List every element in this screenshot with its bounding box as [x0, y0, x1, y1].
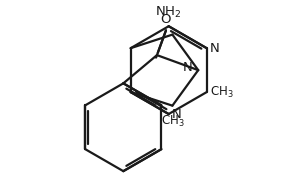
Text: CH$_3$: CH$_3$ [161, 113, 184, 129]
Text: O: O [161, 13, 171, 26]
Text: NH$_2$: NH$_2$ [155, 5, 182, 20]
Text: N: N [210, 42, 220, 55]
Text: CH$_3$: CH$_3$ [210, 84, 234, 100]
Text: N: N [183, 61, 193, 74]
Text: N: N [172, 108, 182, 121]
